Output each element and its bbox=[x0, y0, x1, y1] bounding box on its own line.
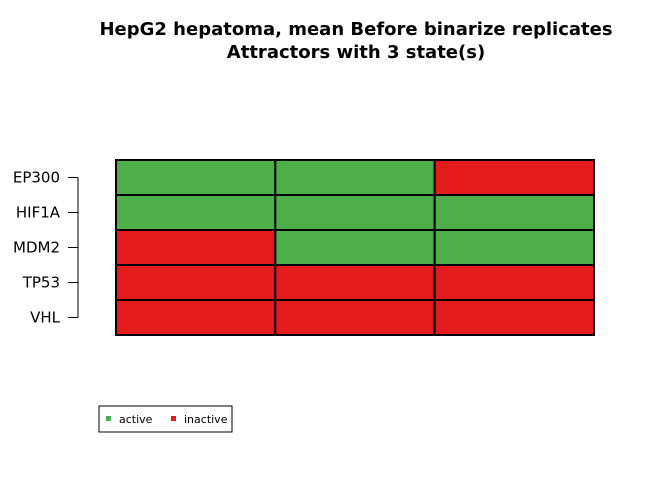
heatmap-cell-ep300-state-3 bbox=[433, 159, 595, 196]
heatmap-cell-tp53-state-1 bbox=[115, 264, 277, 301]
y-tick-label-vhl: VHL bbox=[30, 309, 61, 327]
heatmap-cell-mdm2-state-2 bbox=[274, 229, 436, 266]
chart-subtitle: Attractors with 3 state(s) bbox=[227, 42, 485, 63]
legend-label-active: active bbox=[119, 413, 153, 426]
legend-label-inactive: inactive bbox=[184, 413, 228, 426]
heatmap-cell-ep300-state-2 bbox=[274, 159, 436, 196]
chart-title: HepG2 hepatoma, mean Before binarize rep… bbox=[99, 19, 612, 40]
heatmap-cell-vhl-state-3 bbox=[433, 299, 595, 336]
heatmap-cells bbox=[115, 159, 595, 336]
heatmap-cell-vhl-state-2 bbox=[274, 299, 436, 336]
legend-swatch-inactive bbox=[171, 416, 176, 421]
legend: active inactive bbox=[98, 405, 233, 433]
heatmap-cell-hif1a-state-2 bbox=[274, 194, 436, 231]
heatmap-cell-hif1a-state-1 bbox=[115, 194, 277, 231]
heatmap-cell-hif1a-state-3 bbox=[433, 194, 595, 231]
heatmap-cell-mdm2-state-1 bbox=[115, 229, 277, 266]
legend-swatch-active bbox=[106, 416, 111, 421]
heatmap-cell-vhl-state-1 bbox=[115, 299, 277, 336]
heatmap-cell-tp53-state-3 bbox=[433, 264, 595, 301]
y-tick-label-ep300: EP300 bbox=[13, 169, 60, 187]
heatmap-cell-mdm2-state-3 bbox=[433, 229, 595, 266]
y-axis: EP300 HIF1A MDM2 TP53 VHL bbox=[13, 169, 79, 327]
heatmap-cell-tp53-state-2 bbox=[274, 264, 436, 301]
y-tick-label-mdm2: MDM2 bbox=[13, 239, 60, 257]
legend-box bbox=[98, 405, 233, 433]
y-tick-label-hif1a: HIF1A bbox=[16, 204, 61, 222]
heatmap-cell-ep300-state-1 bbox=[115, 159, 277, 196]
y-tick-label-tp53: TP53 bbox=[22, 274, 60, 292]
